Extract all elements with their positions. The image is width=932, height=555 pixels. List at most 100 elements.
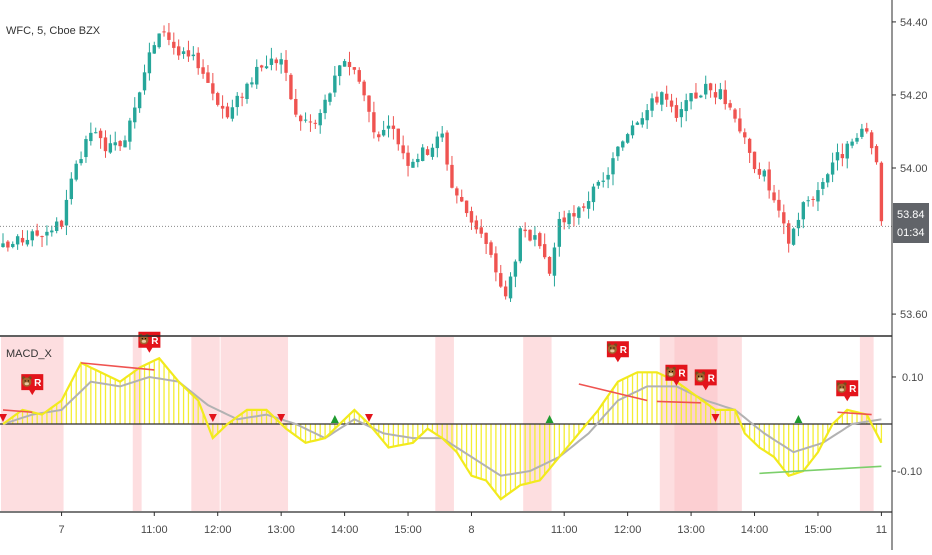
- badge-label: R: [34, 378, 42, 389]
- candle-body: [513, 261, 518, 277]
- time-axis[interactable]: 7 11:00 12:00 13:00 14:00 15:00 8 11:00 12:00 13:…: [58, 512, 887, 536]
- candle-body: [752, 151, 757, 170]
- indicator-title[interactable]: MACD_X: [6, 348, 53, 360]
- candle-body: [518, 228, 522, 262]
- bearish-divergence-line: [2, 409, 33, 414]
- candle-body: [762, 170, 766, 177]
- bearish-divergence-line: [578, 383, 648, 402]
- candle-body: [786, 223, 791, 244]
- candle-body: [796, 219, 801, 229]
- time-tick-label: 14:00: [741, 524, 769, 536]
- candle-body: [84, 139, 88, 158]
- candle-body: [874, 146, 879, 163]
- candle-body: [377, 134, 381, 138]
- candle-body: [240, 96, 244, 98]
- candle-body: [479, 227, 483, 234]
- candle-body: [577, 207, 581, 218]
- time-tick-label: 8: [468, 524, 474, 536]
- candle-body: [845, 143, 849, 159]
- candle-body: [147, 52, 152, 74]
- candle-body: [499, 273, 503, 287]
- buy-signal-marker: [794, 415, 803, 423]
- candle-body: [381, 129, 386, 136]
- candle-body: [445, 132, 449, 165]
- candle-body: [606, 174, 610, 180]
- candle-body: [616, 146, 620, 157]
- bearish-divergence-line: [656, 400, 701, 404]
- candle-body: [664, 93, 669, 100]
- candle-body: [669, 100, 674, 107]
- badge-label: R: [678, 369, 686, 380]
- candle-body: [118, 141, 122, 147]
- candle-body: [162, 31, 166, 33]
- candle-body: [269, 58, 274, 65]
- macd-tick-label: 0.10: [902, 372, 923, 384]
- candle-body: [484, 232, 488, 244]
- candle-body: [562, 217, 566, 223]
- candle-body: [718, 89, 723, 100]
- candle-body: [743, 132, 747, 138]
- candle-body: [6, 241, 10, 248]
- last-price-tag: 53.84 01:34: [893, 203, 929, 243]
- badge-label: R: [849, 384, 857, 395]
- macd-axis[interactable]: 0.10 -0.10: [892, 372, 923, 478]
- candle-body: [191, 54, 196, 57]
- bearish-divergence-badge: R: [21, 374, 44, 396]
- bearish-divergence-badge: R: [665, 364, 688, 386]
- badge-label: R: [151, 336, 159, 347]
- sell-signal-marker: [277, 414, 286, 422]
- candle-body: [211, 83, 215, 94]
- candle-body: [772, 192, 776, 201]
- candle-body: [528, 229, 532, 241]
- candle-body: [523, 229, 527, 232]
- candle-body: [303, 119, 308, 121]
- candle-body: [69, 178, 74, 200]
- buy-signal-marker: [545, 415, 554, 423]
- candle-body: [201, 67, 205, 74]
- candle-body: [621, 141, 625, 148]
- time-tick-label: 7: [58, 524, 64, 536]
- bar-countdown: 01:34: [897, 227, 925, 239]
- candle-body: [455, 188, 459, 196]
- candle-body: [1, 243, 5, 248]
- time-tick-label: 11:00: [141, 524, 168, 536]
- candle-body: [855, 137, 859, 142]
- candle-body: [167, 32, 171, 40]
- time-tick-label: 11:00: [551, 524, 578, 536]
- candle-body: [660, 92, 664, 105]
- candle-body: [401, 145, 405, 154]
- candle-body: [152, 45, 156, 54]
- bearish-divergence-line: [81, 362, 155, 371]
- candle-body: [411, 161, 415, 168]
- candle-body: [782, 212, 786, 224]
- candle-body: [347, 61, 352, 68]
- symbol-title[interactable]: WFC, 5, Cboe BZX: [6, 25, 101, 37]
- time-tick-label: 12:00: [204, 524, 232, 536]
- candle-body: [591, 186, 596, 203]
- candle-body: [655, 96, 659, 103]
- candle-body: [386, 125, 391, 129]
- candle-body: [250, 82, 254, 85]
- candle-body: [713, 92, 718, 98]
- candle-body: [289, 74, 293, 100]
- candle-body: [865, 128, 869, 132]
- candle-body: [508, 276, 513, 299]
- price-axis[interactable]: 54.40 54.20 54.00 53.60: [892, 17, 928, 321]
- candle-body: [816, 190, 820, 202]
- candle-body: [440, 133, 444, 138]
- badge-label: R: [708, 373, 716, 384]
- candle-body: [352, 67, 357, 70]
- buy-signal-marker: [330, 415, 339, 423]
- candle-body: [59, 220, 64, 227]
- bear-eye: [701, 375, 703, 377]
- price-tick-label: 54.00: [900, 163, 928, 175]
- sell-signal-marker: [365, 414, 373, 422]
- candle-body: [113, 142, 117, 146]
- candle-body: [89, 132, 93, 142]
- candle-body: [181, 51, 186, 54]
- sell-signal-marker: [711, 414, 720, 422]
- candlestick-series: [1, 23, 884, 302]
- candle-body: [172, 41, 176, 48]
- candle-body: [396, 128, 400, 145]
